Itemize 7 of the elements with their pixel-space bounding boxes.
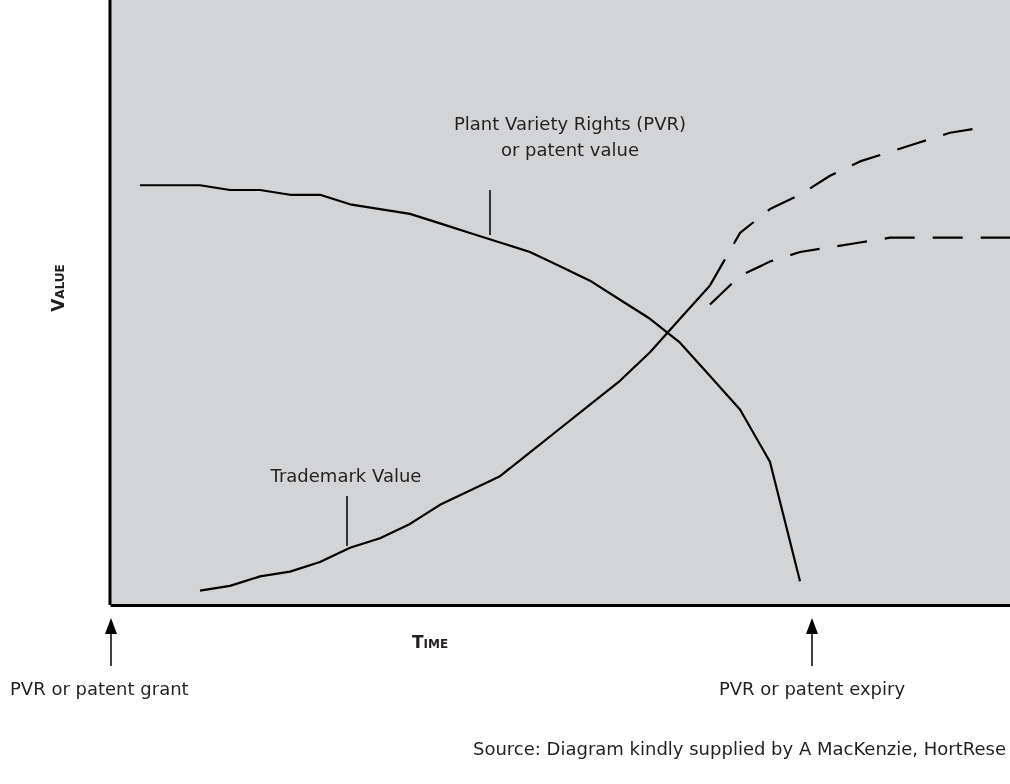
annotation: Plant Variety Rights (PVR) or patent value <box>453 113 687 160</box>
y-axis-title: Value <box>48 264 68 312</box>
text: PVR or patent grant <box>10 678 189 699</box>
annotation: Trademark Value <box>269 465 422 486</box>
source-note: Source: Diagram kindly supplied by A MacKenzie, HortRese <box>473 738 1006 759</box>
x-axis-title: Time <box>411 632 449 652</box>
text: PVR or patent expiry <box>718 678 906 699</box>
